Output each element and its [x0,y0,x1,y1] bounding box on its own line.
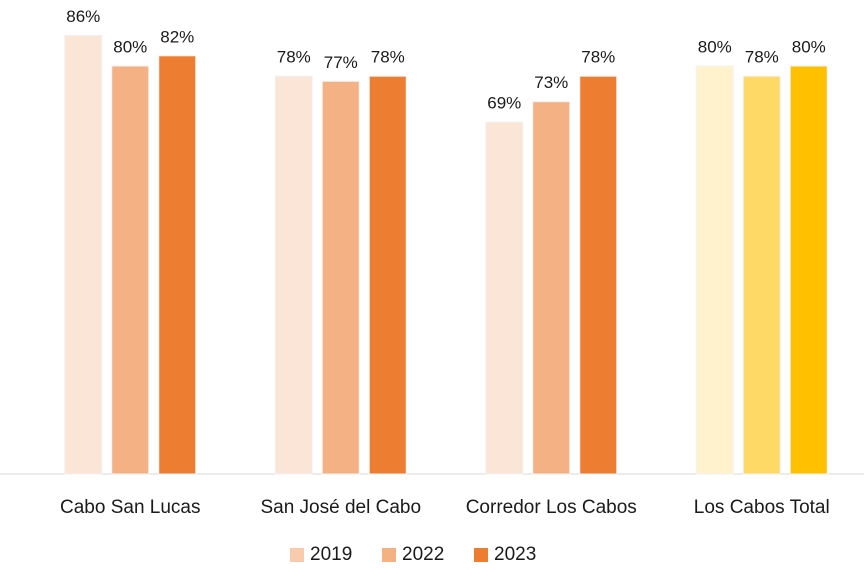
legend-swatch [290,548,304,562]
value-label: 77% [324,53,358,72]
bar [789,65,828,475]
bar [64,34,103,475]
value-label: 82% [160,27,194,46]
legend-label: 2019 [310,544,352,565]
bar [321,80,360,475]
legend-swatch [382,548,396,562]
x-tick-label: Corredor Los Cabos [466,497,637,518]
bar [532,101,571,475]
bar [111,65,150,475]
bar [274,75,313,475]
value-label: 78% [277,48,311,67]
x-tick-label: San José del Cabo [260,497,421,518]
value-label: 78% [581,48,615,67]
legend-swatch [474,548,488,562]
value-label: 78% [745,48,779,67]
value-label: 78% [371,48,405,67]
bar [158,55,197,475]
bar [695,65,734,475]
value-label: 73% [534,73,568,92]
x-tick-label: Los Cabos Total [694,497,830,518]
value-label: 80% [792,37,826,56]
legend-label: 2023 [494,544,536,565]
value-label: 80% [113,37,147,56]
bar [579,75,618,475]
bar [742,75,781,475]
bar [485,121,524,475]
value-label: 86% [66,7,100,26]
bar [368,75,407,475]
value-label: 69% [487,94,521,113]
value-label: 80% [698,37,732,56]
legend-label: 2022 [402,544,444,565]
x-tick-label: Cabo San Lucas [60,497,201,518]
